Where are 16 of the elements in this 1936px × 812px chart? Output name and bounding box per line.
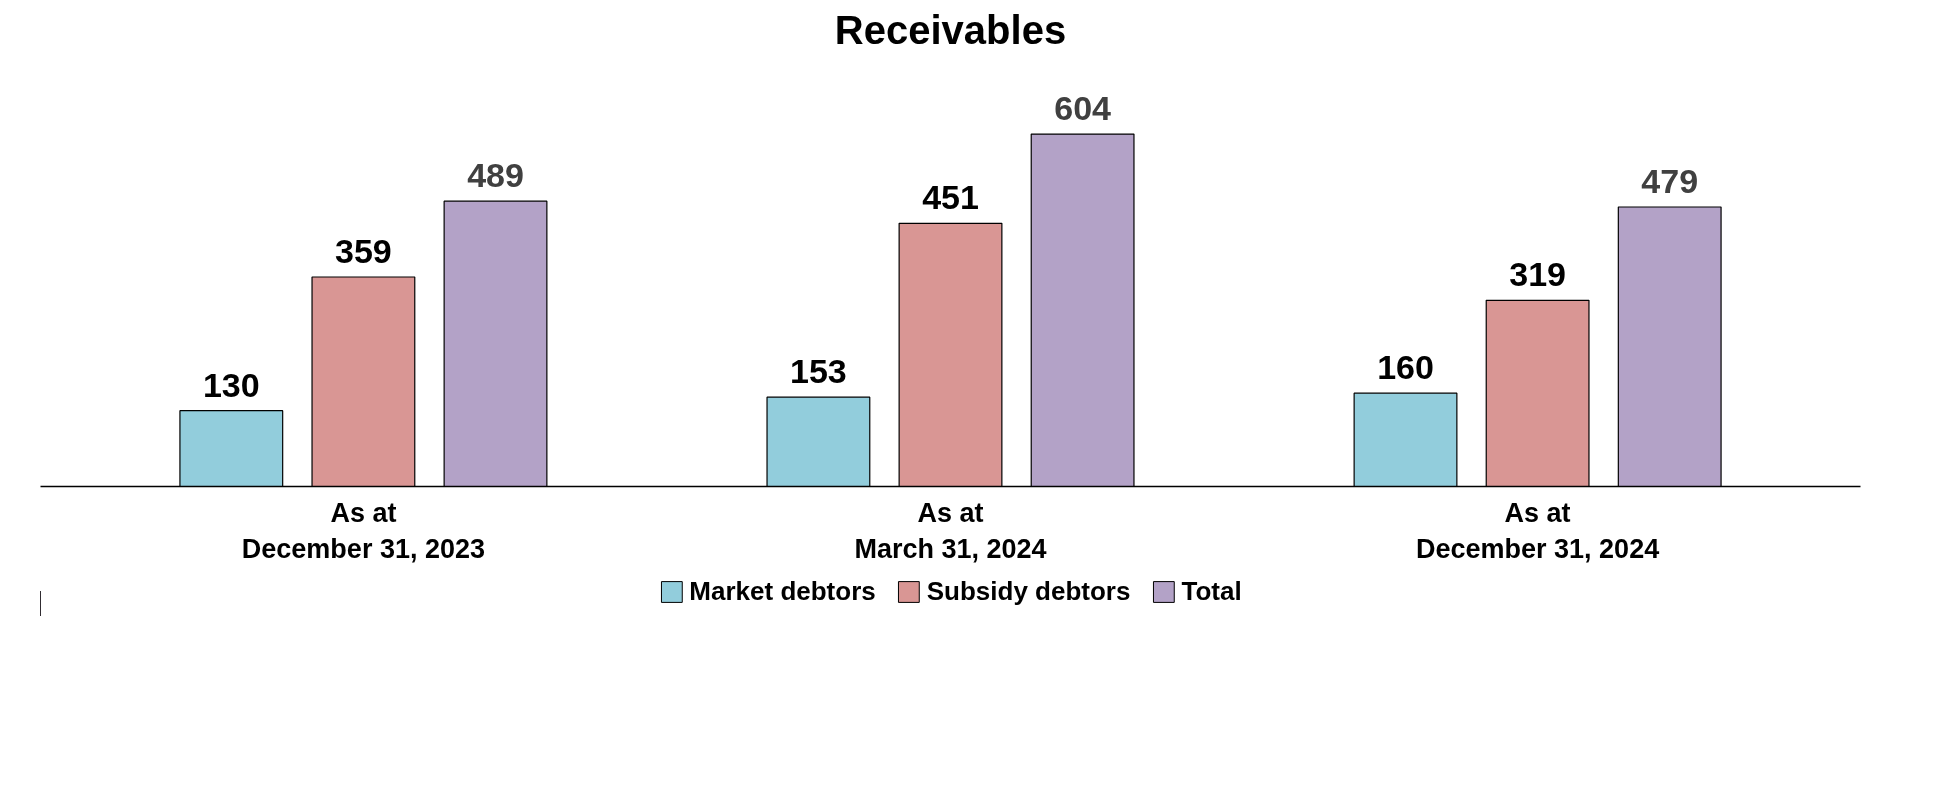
x-tick-label: As at December 31, 2023	[241, 497, 485, 564]
data-label: 489	[467, 156, 524, 195]
x-tick-label: As at March 31, 2024	[854, 497, 1047, 564]
data-label: 153	[790, 352, 847, 391]
data-label: 479	[1641, 161, 1699, 200]
data-label: 604	[1054, 89, 1112, 128]
data-label: 319	[1509, 255, 1566, 294]
legend-label: Market debtors	[689, 575, 876, 607]
chart-title: Receivables	[834, 7, 1067, 52]
data-label: 451	[922, 178, 979, 217]
data-label: 130	[202, 365, 260, 404]
legend-label: Total	[1181, 575, 1242, 607]
data-label: 359	[335, 232, 392, 271]
x-tick-label: As at December 31, 2024	[1416, 497, 1660, 564]
legend-label: Subsidy debtors	[926, 575, 1131, 607]
data-label: 160	[1377, 348, 1434, 387]
